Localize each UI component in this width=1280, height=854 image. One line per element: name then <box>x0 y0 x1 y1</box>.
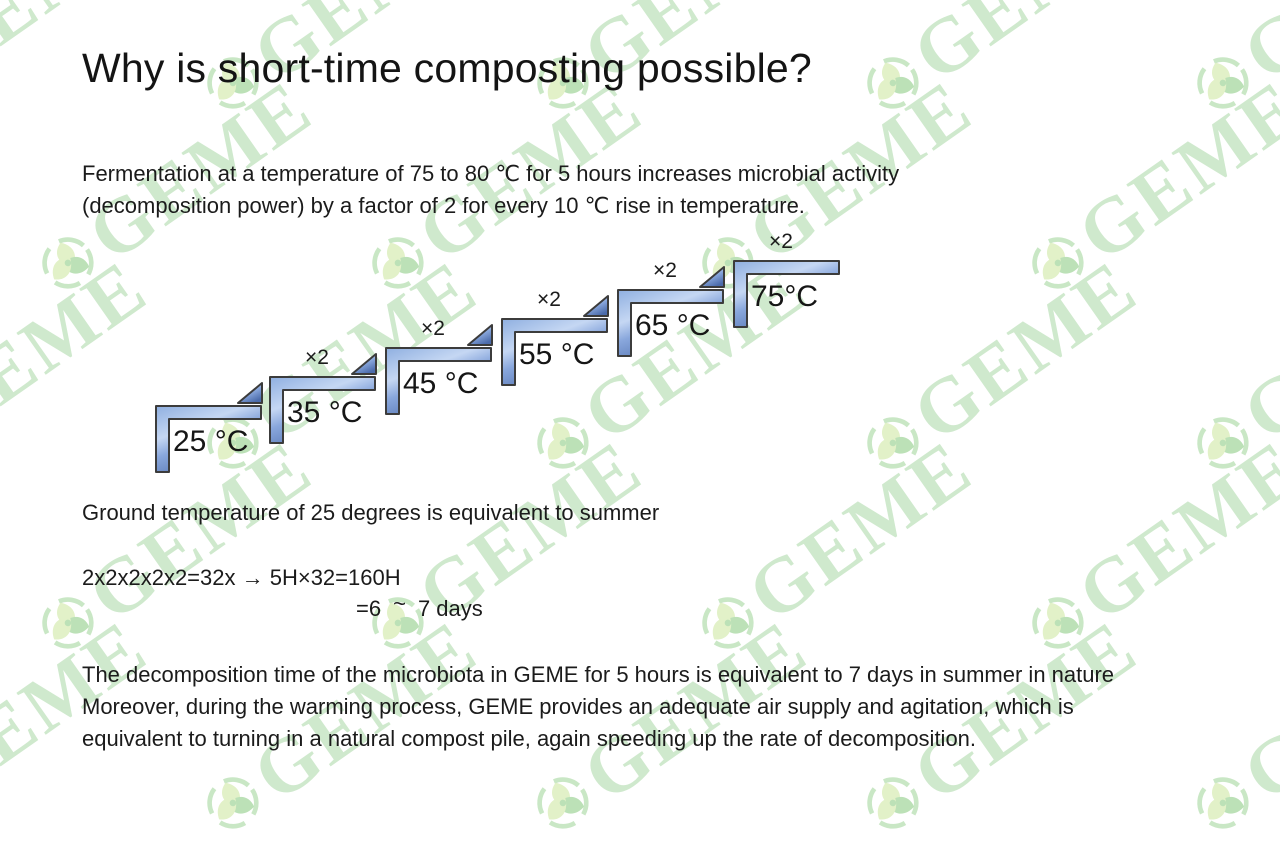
step-temperature-label: 45 °C <box>403 367 479 400</box>
step-temperature-label: 25 °C <box>173 425 249 458</box>
multiplier-label: ×2 <box>769 230 793 253</box>
step-temperature-label: 65 °C <box>635 309 711 342</box>
temperature-step: ×2 45 °C <box>385 317 493 415</box>
tilde-symbol: ~ <box>393 591 406 616</box>
step-up-triangle-icon <box>467 324 493 346</box>
step-bar <box>155 405 262 473</box>
step-up-triangle-icon <box>583 295 609 317</box>
temperature-step: ×2 65 °C <box>617 259 725 357</box>
step-bar <box>501 318 608 386</box>
page-title: Why is short-time composting possible? <box>82 45 812 91</box>
step-up-triangle-icon <box>351 353 377 375</box>
equation-line-2: =6 ~7 days <box>356 591 483 622</box>
step-temperature-label: 55 °C <box>519 338 595 371</box>
intro-paragraph: Fermentation at a temperature of 75 to 8… <box>82 158 899 222</box>
equation-suffix: 7 days <box>417 596 483 621</box>
slide: Why is short-time composting possible? F… <box>82 45 1114 755</box>
multiplier-label: ×2 <box>537 288 561 311</box>
step-temperature-label: 75°C <box>751 280 819 313</box>
step-temperature-label: 35 °C <box>287 396 363 429</box>
multiplier-label: ×2 <box>421 317 445 340</box>
temperature-step: ×2 75°C <box>733 230 840 328</box>
conclusion-line-2: Moreover, during the warming process, GE… <box>82 694 1074 719</box>
multiplier-label: ×2 <box>305 346 329 369</box>
step-bar <box>385 347 492 415</box>
step-up-triangle-icon <box>699 266 725 288</box>
equation-line-1: 2x2x2x2x2=32x → 5H×32=160H <box>82 565 401 590</box>
conclusion-line-3: equivalent to turning in a natural compo… <box>82 726 977 751</box>
step-bar <box>617 289 724 357</box>
temperature-step: ×2 35 °C <box>269 346 377 444</box>
conclusion-paragraph: The decomposition time of the microbiota… <box>82 659 1114 755</box>
step-bar <box>269 376 376 444</box>
intro-line-1: Fermentation at a temperature of 75 to 8… <box>82 161 900 186</box>
intro-line-2: (decomposition power) by a factor of 2 f… <box>82 193 805 218</box>
equation-prefix: =6 <box>356 596 382 621</box>
temperature-step: ×2 55 °C <box>501 288 609 386</box>
ground-note: Ground temperature of 25 degrees is equi… <box>82 500 660 525</box>
multiplier-label: ×2 <box>653 259 677 282</box>
step-up-triangle-icon <box>237 382 263 404</box>
temperature-step: 25 °C <box>155 382 263 473</box>
conclusion-line-1: The decomposition time of the microbiota… <box>82 662 1115 687</box>
